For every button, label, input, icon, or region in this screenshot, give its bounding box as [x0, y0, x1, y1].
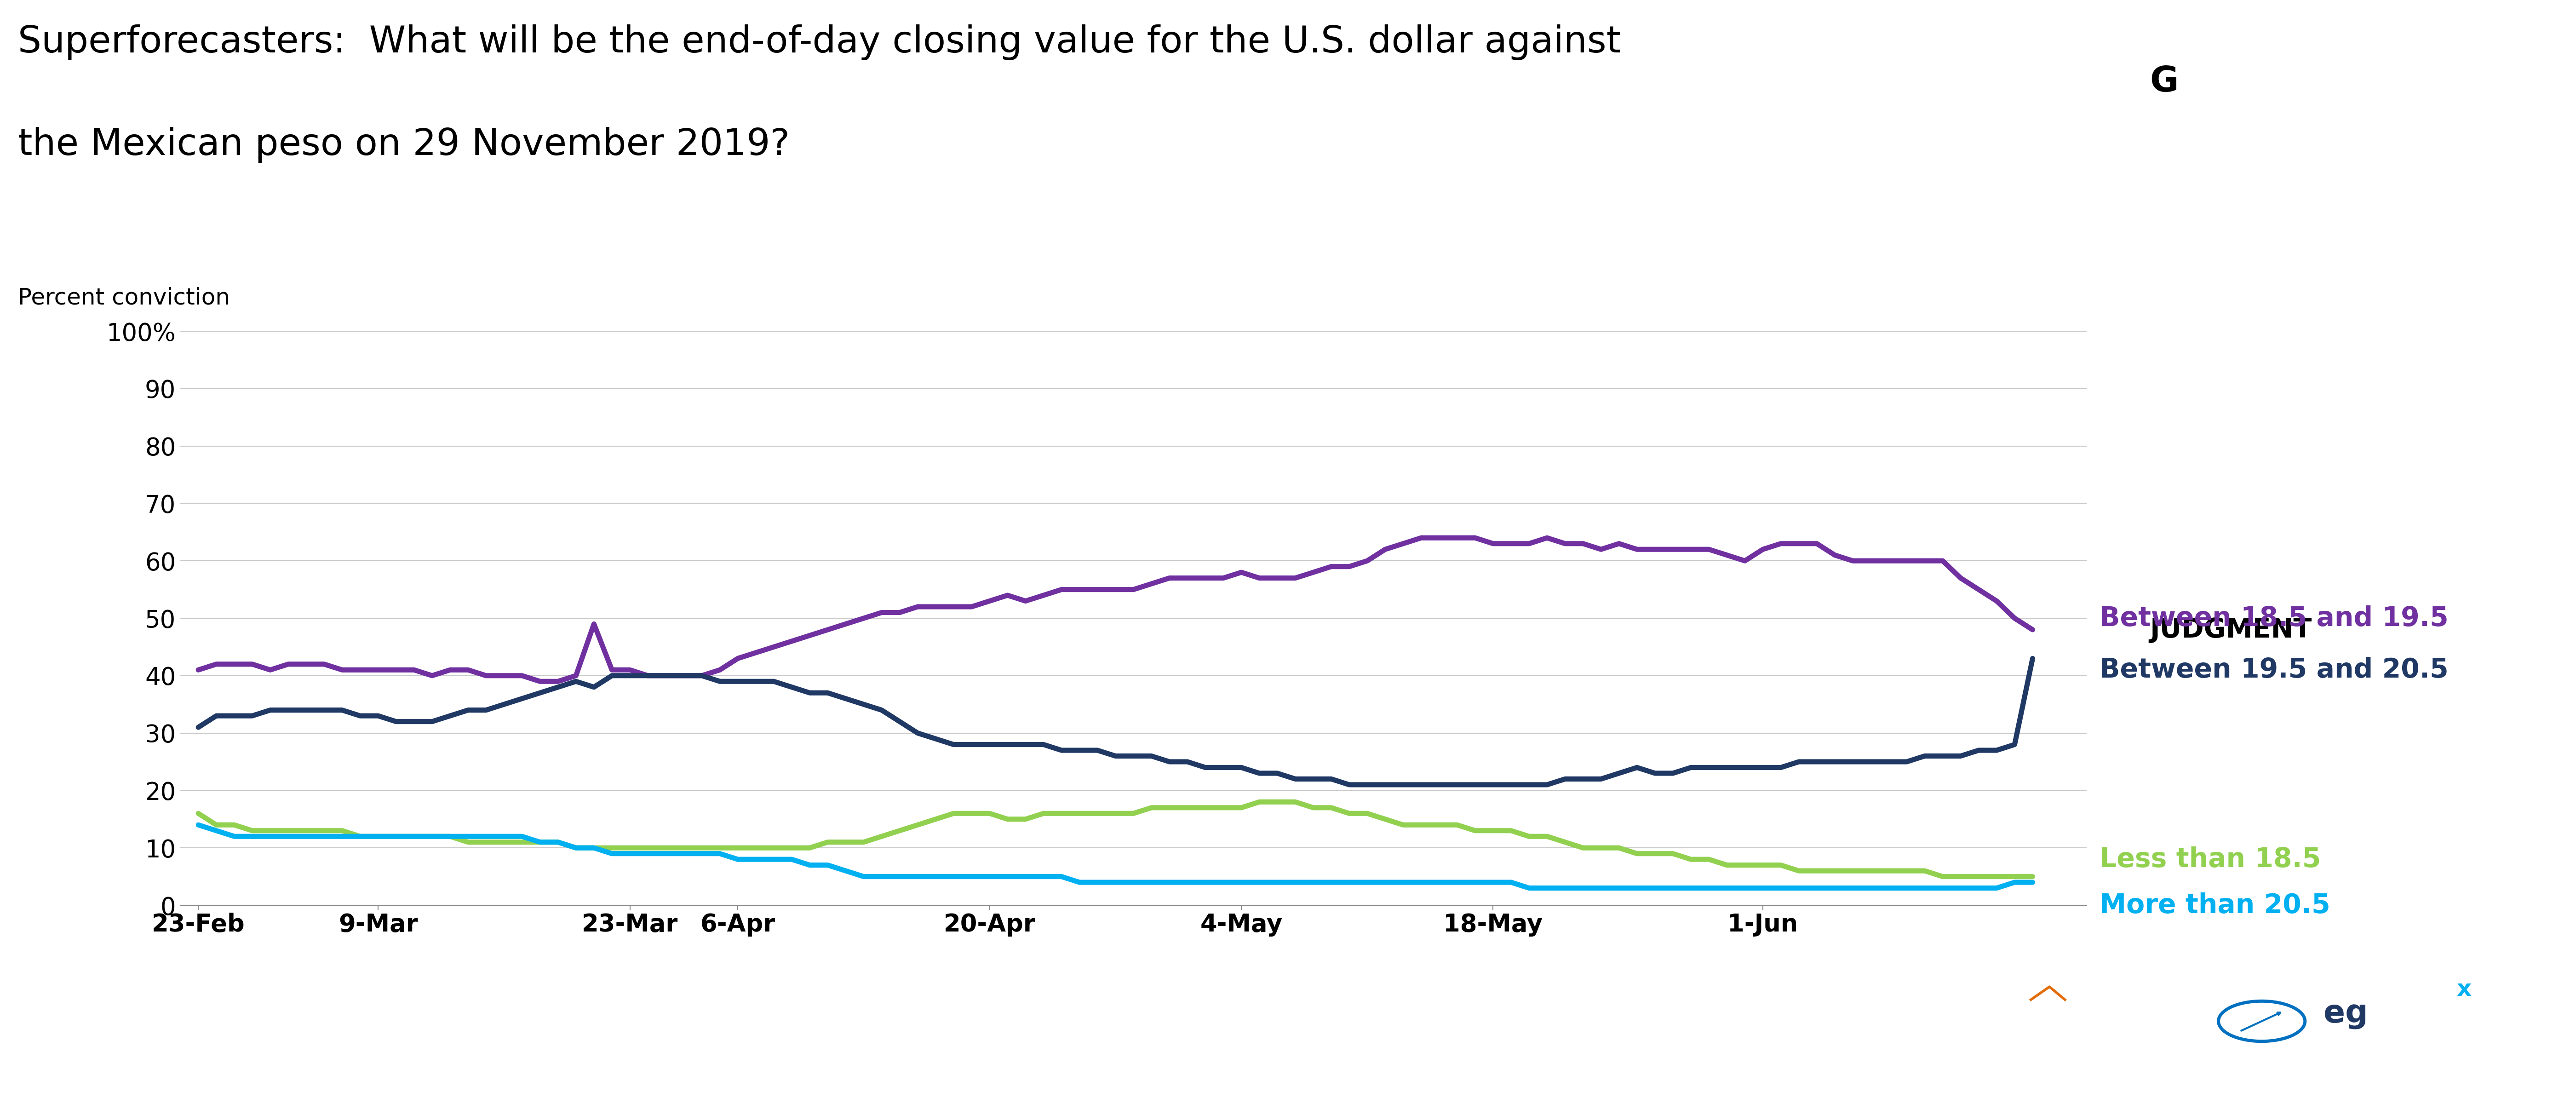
Text: Superforecasters:  What will be the end-of-day closing value for the U.S. dollar: Superforecasters: What will be the end-o… [18, 24, 1620, 60]
Text: x: x [2458, 978, 2470, 1000]
Text: G: G [2151, 65, 2179, 99]
Text: eg: eg [2324, 999, 2367, 1029]
Text: More than 20.5: More than 20.5 [2099, 892, 2331, 919]
Text: Percent conviction: Percent conviction [18, 287, 229, 309]
Text: the Mexican peso on 29 November 2019?: the Mexican peso on 29 November 2019? [18, 127, 791, 162]
Text: Between 18.5 and 19.5: Between 18.5 and 19.5 [2099, 605, 2447, 631]
Text: Between 19.5 and 20.5: Between 19.5 and 20.5 [2099, 657, 2447, 683]
Text: Less than 18.5: Less than 18.5 [2099, 847, 2321, 872]
Text: JUDGMENT: JUDGMENT [2151, 617, 2311, 643]
